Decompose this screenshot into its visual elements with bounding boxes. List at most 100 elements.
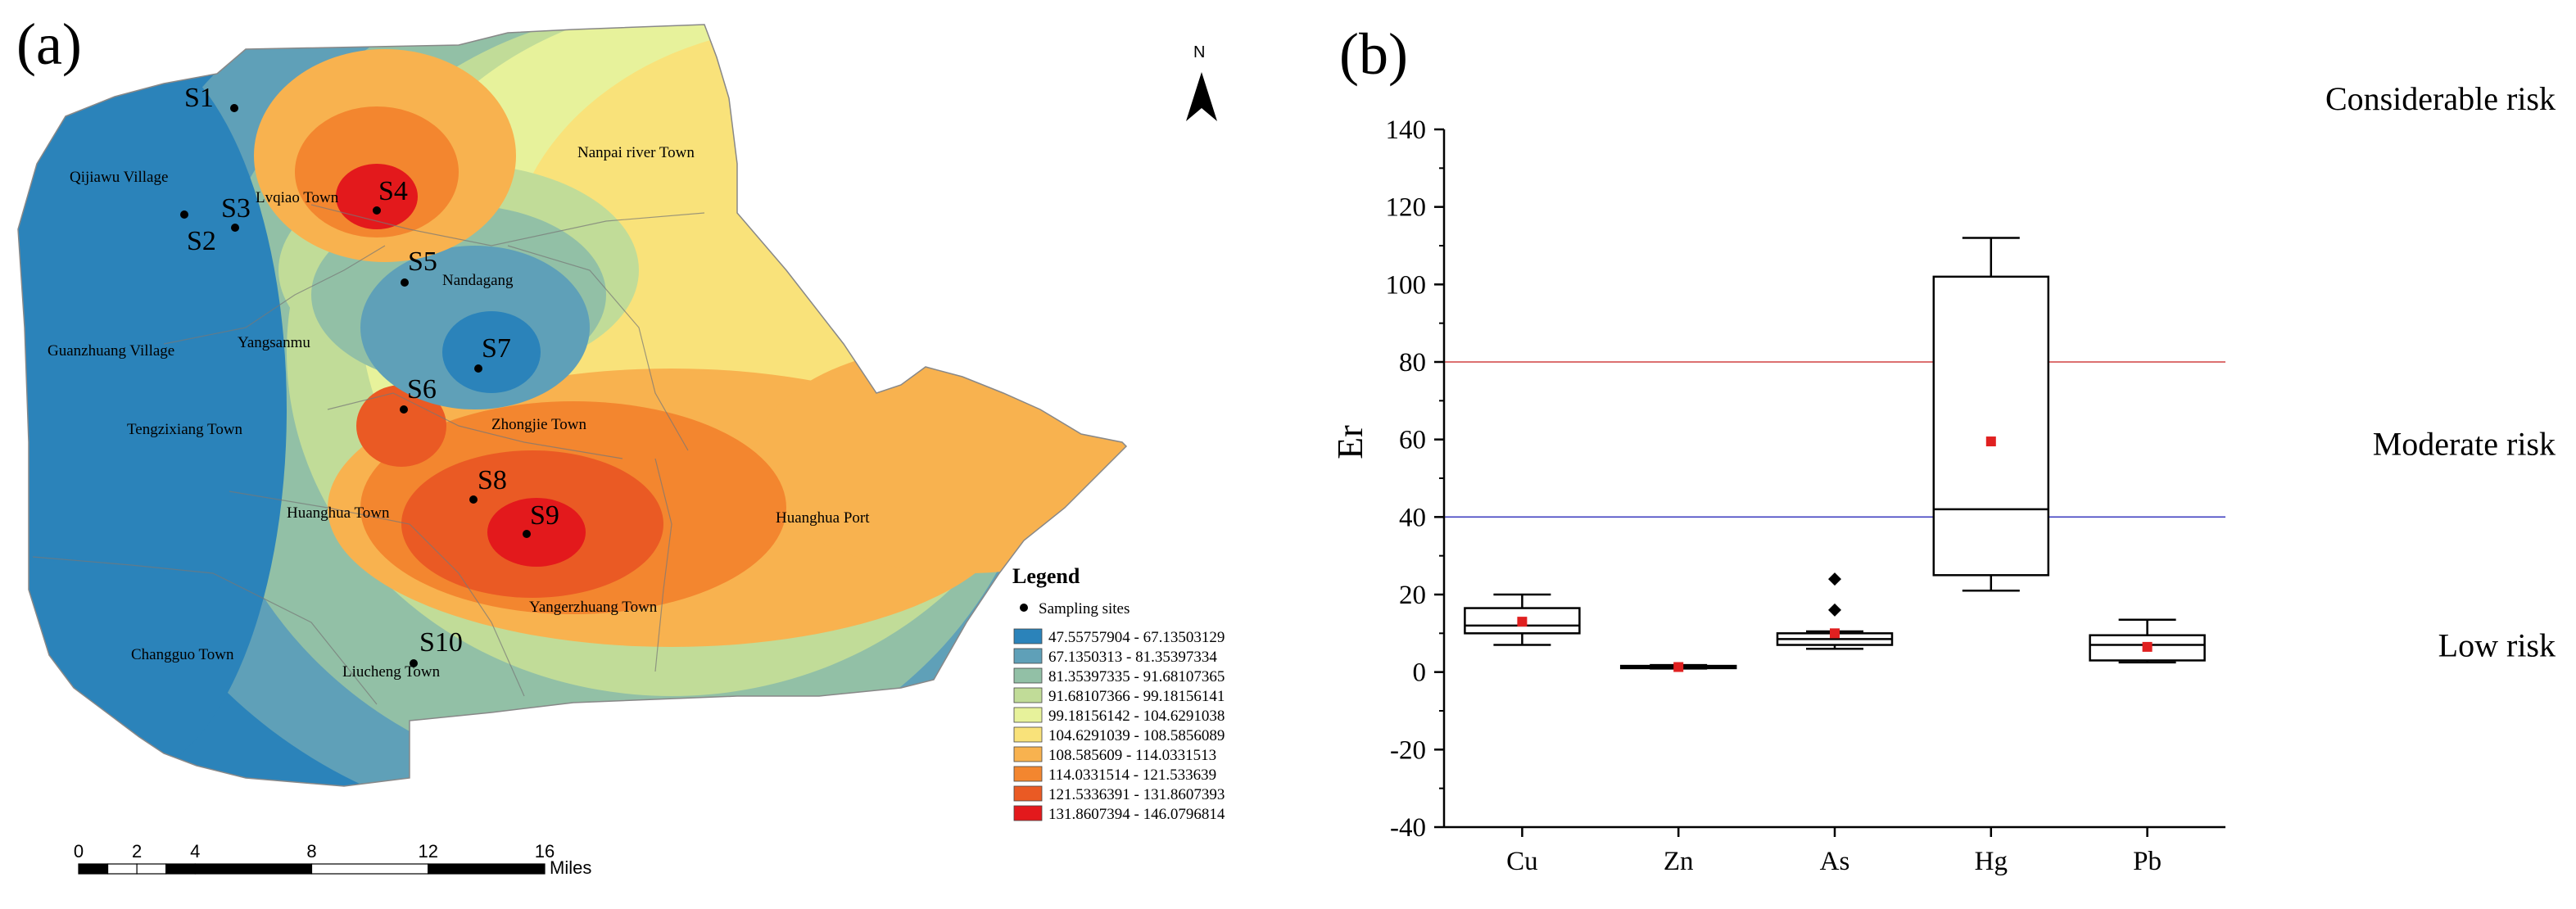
site-s4: S4 [373,176,408,215]
legend-range-2: 67.1350313 - 81.35397334 [1048,649,1217,666]
place-liucheng: Liucheng Town [342,663,441,681]
risk-map: S1 S2 S3 S4 S5 S6 S7 S8 S9 S10 Qijiawu V… [17,24,1225,878]
box-iqr [1932,275,2050,577]
mean-marker [1985,436,1996,447]
site-s8: S8 [469,465,507,504]
risk-label-2: Moderate risk [2373,425,2556,462]
legend-swatch-3 [1013,667,1043,684]
map-zone-s4-inner [336,164,418,229]
mean-marker [1673,662,1684,672]
chart-axes: -40 -20 0 20 40 60 80 100 120 140 Cu Zn As Hg Pb [1386,115,2225,876]
scale-tick-8: 8 [306,841,316,862]
place-guanzhuang: Guanzhuang Village [48,342,174,360]
place-tengzixiang: Tengzixiang Town [127,421,243,438]
y-tick-label: -20 [1390,735,1426,765]
svg-text:S2: S2 [187,226,216,256]
scale-tick-2: 2 [132,841,142,862]
north-arrow: N [1186,43,1217,121]
svg-text:S7: S7 [482,333,511,364]
site-s5: S5 [401,246,437,287]
y-tick-label: -40 [1390,813,1426,843]
legend-swatch-7 [1013,746,1043,762]
legend-range-3: 81.35397335 - 91.68107365 [1048,668,1225,685]
svg-text:S6: S6 [407,374,437,405]
site-s7: S7 [474,333,511,373]
svg-text:S10: S10 [419,627,463,658]
place-yangsanmu: Yangsanmu [238,334,310,351]
place-yangerzhuang: Yangerzhuang Town [529,599,658,616]
place-names: Qijiawu Village Lvqiao Town Nanpai river… [48,144,870,681]
legend-swatch-8 [1013,766,1043,782]
map-outline [17,24,1128,787]
scale-segment [106,863,138,875]
x-tick-label-as: As [1820,847,1850,876]
y-tick-label: 100 [1386,270,1427,300]
legend-range-6: 104.6291039 - 108.5856089 [1048,727,1225,744]
legend-site-marker [1020,604,1028,612]
y-tick-label: 40 [1399,503,1426,532]
box-series [1464,237,2206,672]
site-s2: S2 [180,210,216,256]
legend-title: Legend [1012,564,1080,588]
box-hg [1932,237,2050,592]
site-s3: S3 [221,193,251,232]
scale-tick-16: 16 [535,841,555,862]
place-huanghua-port: Huanghua Port [776,509,870,527]
svg-text:S9: S9 [530,500,559,531]
y-tick-label: 60 [1399,426,1426,455]
place-lvqiao: Lvqiao Town [256,189,339,206]
map-legend: Legend Sampling sites 47.55757904 - 67.1… [1012,564,1225,823]
y-tick-label: 80 [1399,348,1426,378]
risk-label-3: Low risk [2438,627,2556,664]
y-tick-label: 20 [1399,581,1426,610]
site-s6: S6 [400,374,437,414]
legend-swatch-1 [1013,628,1043,644]
scale-segment [194,863,313,875]
place-huanghua-town: Huanghua Town [287,504,390,522]
scale-tick-0: 0 [74,841,84,862]
x-tick-label-pb: Pb [2133,847,2162,876]
legend-range-1: 47.55757904 - 67.13503129 [1048,629,1225,646]
place-zhongjie: Zhongjie Town [491,416,587,433]
x-tick-label-hg: Hg [1975,847,2008,876]
scale-segment [78,863,109,875]
legend-swatch-2 [1013,648,1043,664]
svg-text:N: N [1193,43,1205,61]
legend-swatch-9 [1013,785,1043,802]
svg-text:S5: S5 [408,246,437,277]
legend-site-label: Sampling sites [1039,600,1130,617]
legend-range-4: 91.68107366 - 99.18156141 [1048,688,1225,705]
threshold-lines [1444,361,2225,518]
north-arrow-icon [1186,72,1217,121]
map-zone-s7 [442,311,541,393]
panel-b-label: (b) [1339,21,1408,87]
panel-a-label: (a) [16,11,82,77]
scale-segment [428,863,546,875]
place-qijiawu: Qijiawu Village [70,169,168,186]
legend-range-10: 131.8607394 - 146.0796814 [1048,806,1225,823]
risk-label-1: Considerable risk [2325,80,2556,117]
outlier-point [1828,603,1841,617]
legend-range-7: 108.585609 - 114.0331513 [1048,747,1216,764]
svg-text:S4: S4 [378,176,408,206]
scale-segment [136,863,167,875]
box-zn [1619,662,1737,672]
mean-marker [2142,641,2153,652]
y-tick-label: 0 [1413,658,1427,688]
legend-range-9: 121.5336391 - 131.8607393 [1048,786,1225,803]
y-tick-label: 140 [1386,115,1427,145]
box-cu [1464,593,1581,646]
mean-marker [1517,617,1528,627]
mean-marker [1830,628,1840,639]
legend-swatch-4 [1013,687,1043,703]
site-s1: S1 [184,83,238,113]
legend-range-8: 114.0331514 - 121.533639 [1048,767,1216,784]
svg-text:S8: S8 [478,465,507,495]
map-zone-10 [487,498,586,567]
legend-swatch-10 [1013,805,1043,821]
scale-unit: Miles [550,857,591,878]
y-tick-label: 120 [1386,193,1427,223]
scale-segment [310,863,429,875]
site-s9: S9 [523,500,559,538]
